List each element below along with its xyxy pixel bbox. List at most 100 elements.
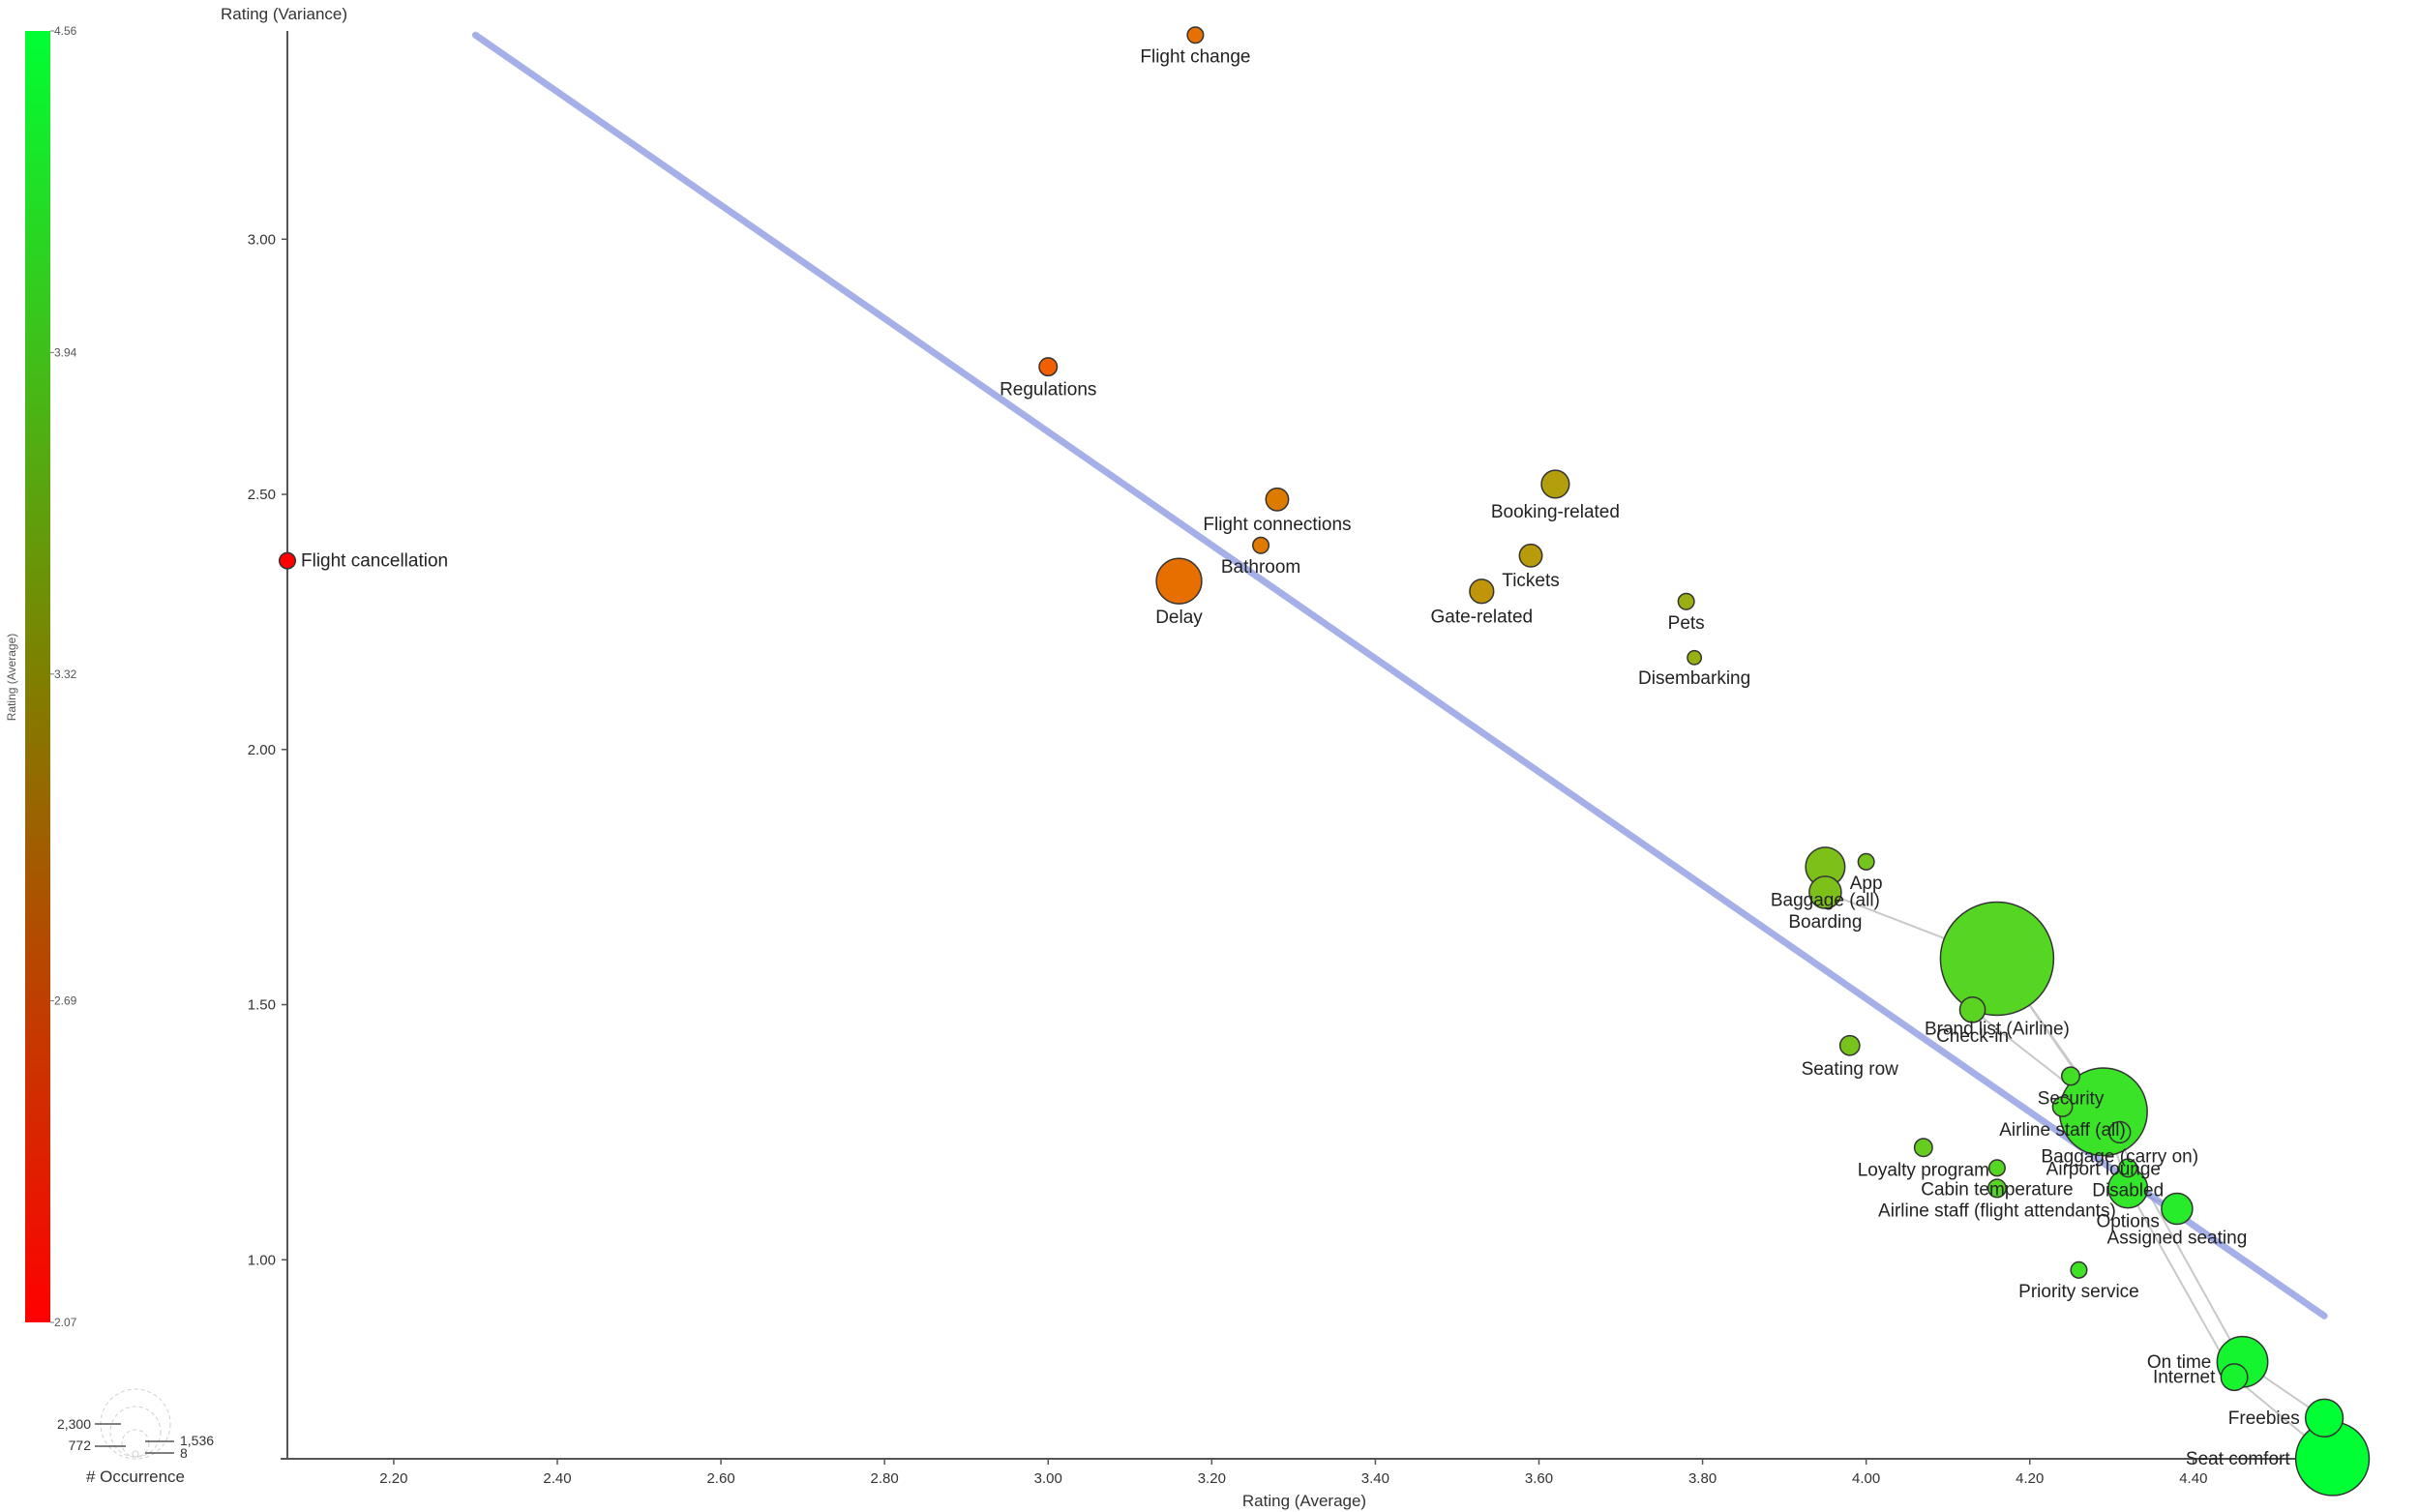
data-point-disembarking <box>1687 649 1703 666</box>
x-tick-label: 3.60 <box>1525 1470 1553 1487</box>
size-legend-tick-8: 8 <box>180 1445 188 1461</box>
data-point-seating-row <box>1838 1034 1861 1056</box>
x-tick-label: 2.80 <box>871 1470 899 1487</box>
data-points <box>278 26 2371 1497</box>
size-legend-title: # Occurrence <box>86 1468 185 1486</box>
data-point-pets <box>1677 592 1695 610</box>
color-legend-tick-label: 2.07 <box>54 1316 77 1329</box>
x-tick-label: 2.60 <box>706 1470 734 1487</box>
data-point-priority-service <box>2070 1260 2088 1279</box>
data-point-airline-staff-flight-attendants <box>1986 1178 2007 1199</box>
size-legend-tick-1536: 1,536 <box>180 1433 214 1448</box>
data-point-brand-list-airline <box>1939 901 2055 1017</box>
x-tick-label: 3.40 <box>1361 1470 1389 1487</box>
point-label-regulations: Regulations <box>1000 379 1096 400</box>
color-legend-title: Rating (Average) <box>5 634 18 722</box>
point-label-freebies: Freebies <box>2228 1408 2300 1429</box>
point-label-flight-change: Flight change <box>1140 47 1250 68</box>
data-point-booking-related <box>1540 469 1570 499</box>
point-label-brand-list-airline: Brand list (Airline) <box>1925 1020 2070 1040</box>
connector-line <box>2102 1111 2244 1363</box>
point-label-check-in: Check-in <box>1936 1026 2009 1047</box>
point-label-cabin-temperature: Cabin temperature <box>1921 1180 2073 1201</box>
point-label-baggage-carry-on: Baggage (carry on) <box>2041 1146 2198 1167</box>
point-label-airport-lounge: Airport lounge <box>2046 1160 2161 1180</box>
data-point-freebies <box>2304 1398 2344 1438</box>
data-point-assigned-seating <box>2161 1192 2194 1226</box>
x-tick-label: 3.00 <box>1034 1470 1062 1487</box>
color-legend-tick-label: 4.56 <box>54 24 77 38</box>
size-legend-tick-2300: 2,300 <box>57 1416 91 1432</box>
x-tick-label: 4.20 <box>2016 1470 2044 1487</box>
x-tick-label: 4.00 <box>1852 1470 1880 1487</box>
point-label-priority-service: Priority service <box>2018 1282 2139 1302</box>
x-tick-label: 2.40 <box>543 1470 571 1487</box>
point-label-loyalty-program: Loyalty program <box>1858 1160 1989 1180</box>
data-point-boarding <box>1808 875 1842 909</box>
data-point-loyalty-program <box>1913 1138 1933 1158</box>
point-label-gate-related: Gate-related <box>1430 608 1533 628</box>
point-label-internet: Internet <box>2153 1368 2216 1388</box>
data-point-cabin-temperature <box>1987 1159 2006 1177</box>
point-label-options: Options <box>2096 1212 2159 1232</box>
y-tick-label: 1.00 <box>248 1252 276 1268</box>
point-label-seat-comfort: Seat comfort <box>2186 1449 2290 1469</box>
color-legend-bar <box>25 31 50 1322</box>
point-label-disembarking: Disembarking <box>1638 668 1750 689</box>
point-label-flight-cancellation: Flight cancellation <box>301 551 448 572</box>
point-label-baggage-all: Baggage (all) <box>1771 890 1880 910</box>
data-point-flight-connections <box>1265 487 1290 512</box>
data-point-app <box>1857 852 1875 871</box>
data-point-flight-cancellation <box>278 551 297 570</box>
point-label-seating-row: Seating row <box>1802 1059 1899 1080</box>
x-tick-label: 4.40 <box>2179 1470 2207 1487</box>
x-tick-label: 3.80 <box>1688 1470 1717 1487</box>
point-label-assigned-seating: Assigned seating <box>2107 1229 2248 1249</box>
point-label-delay: Delay <box>1155 608 1203 628</box>
point-label-bathroom: Bathroom <box>1221 557 1300 578</box>
point-label-tickets: Tickets <box>1502 571 1559 591</box>
x-tick-label: 3.20 <box>1198 1470 1226 1487</box>
data-point-disabled <box>2118 1158 2138 1178</box>
data-point-baggage-carry-on <box>2108 1120 2132 1144</box>
point-label-pets: Pets <box>1668 613 1705 634</box>
y-tick-label: 3.00 <box>248 231 276 248</box>
x-axis-label: Rating (Average) <box>1242 1492 1366 1510</box>
data-point-airline-staff-all <box>2051 1096 2074 1117</box>
data-point-gate-related <box>1469 578 1495 605</box>
x-axis-ticks: 2.20 2.40 2.60 2.80 3.00 3.20 3.40 3.60 3.80 4.00… <box>379 1459 2207 1487</box>
data-point-check-in <box>1958 995 1986 1023</box>
y-axis-ticks: 1.00 1.50 2.00 2.50 3.00 <box>248 231 287 1268</box>
data-point-security <box>2061 1066 2081 1086</box>
data-point-flight-change <box>1186 26 1205 44</box>
data-point-internet <box>2220 1363 2249 1392</box>
data-point-regulations <box>1038 357 1059 377</box>
color-legend-tick-label: 3.32 <box>54 667 77 681</box>
point-label-flight-connections: Flight connections <box>1203 515 1351 535</box>
point-label-disabled: Disabled <box>2092 1181 2164 1201</box>
y-tick-label: 2.00 <box>248 742 276 758</box>
point-label-app: App <box>1850 874 1883 894</box>
color-legend-tick-label: 3.94 <box>54 345 77 359</box>
data-point-tickets <box>1518 543 1543 568</box>
trendline-layer <box>471 31 2328 1319</box>
point-label-booking-related: Booking-related <box>1491 502 1620 522</box>
trendline <box>471 31 2328 1319</box>
point-labels: Flight change Regulations Flight cancellat… <box>301 47 2300 1469</box>
x-tick-label: 2.20 <box>379 1470 407 1487</box>
point-label-on-time: On time <box>2147 1352 2212 1373</box>
size-legend: 2,300 1,536 772 8 # Occurrence <box>57 1388 214 1486</box>
data-point-delay <box>1155 557 1203 605</box>
color-legend-ticks: 2.07 2.69 3.32 3.94 4.56 <box>50 24 77 1329</box>
point-label-airline-staff-flight-attendants: Airline staff (flight attendants) <box>1878 1201 2116 1222</box>
y-axis-label: Rating (Variance) <box>221 5 347 23</box>
point-label-boarding: Boarding <box>1788 912 1862 933</box>
connector-line <box>2127 1187 2235 1379</box>
point-label-airline-staff-all: Airline staff (all) <box>1999 1120 2126 1141</box>
y-tick-label: 2.50 <box>248 487 276 503</box>
point-label-security: Security <box>2038 1089 2105 1110</box>
data-point-bathroom <box>1252 536 1270 554</box>
y-tick-label: 1.50 <box>248 997 276 1014</box>
color-legend-tick-label: 2.69 <box>54 994 77 1008</box>
